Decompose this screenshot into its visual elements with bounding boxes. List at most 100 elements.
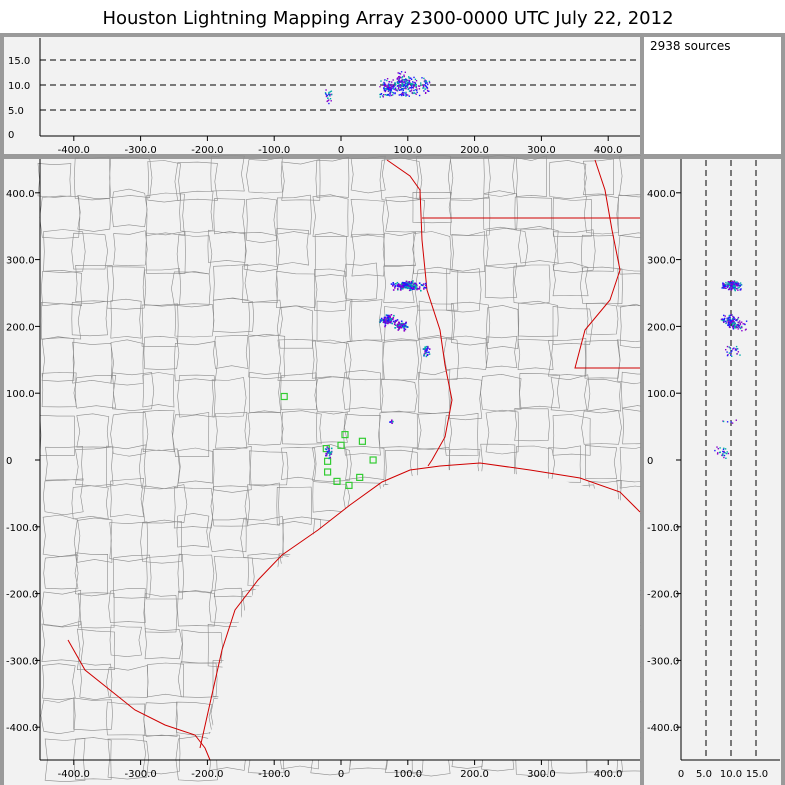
county-outline xyxy=(348,299,383,342)
x-tick-label: 0 xyxy=(338,145,344,156)
source-point xyxy=(735,345,738,348)
source-point xyxy=(394,287,396,289)
source-point xyxy=(733,347,735,349)
source-point xyxy=(383,81,385,84)
county-outline xyxy=(484,262,518,299)
county-outline xyxy=(518,226,559,264)
source-point xyxy=(384,90,386,93)
lma-station-marker xyxy=(369,456,377,464)
source-point xyxy=(386,320,389,322)
county-outline xyxy=(73,737,112,780)
source-point xyxy=(410,287,412,289)
x-tick-label: 400.0 xyxy=(594,145,623,156)
county-outline xyxy=(41,620,84,663)
source-point xyxy=(397,80,400,83)
county-outline xyxy=(449,196,491,236)
source-point xyxy=(424,348,426,350)
source-point xyxy=(408,87,410,90)
source-point xyxy=(386,86,388,88)
county-outline xyxy=(547,445,582,483)
source-point xyxy=(418,286,421,288)
county-outline xyxy=(281,410,322,445)
source-point xyxy=(719,447,721,449)
source-point xyxy=(394,88,396,91)
source-point xyxy=(401,85,403,87)
source-point xyxy=(405,93,407,95)
county-outline xyxy=(243,232,280,273)
y-tick-label: 100.0 xyxy=(6,389,35,400)
source-point xyxy=(425,287,427,289)
source-point xyxy=(384,88,386,90)
source-point xyxy=(328,102,330,105)
source-point xyxy=(393,314,395,317)
source-point xyxy=(726,286,729,289)
source-point xyxy=(410,87,412,89)
source-point xyxy=(389,92,391,94)
source-point xyxy=(326,94,329,97)
county-outline xyxy=(140,520,183,564)
x-tick-label: -300.0 xyxy=(124,145,156,156)
source-point xyxy=(409,289,412,291)
source-point xyxy=(428,351,430,353)
source-point xyxy=(405,80,407,83)
source-point xyxy=(400,87,403,90)
source-point xyxy=(387,83,390,85)
county-outline xyxy=(281,159,321,201)
source-point xyxy=(411,84,413,86)
source-point xyxy=(400,320,403,323)
source-point xyxy=(324,92,327,94)
source-point xyxy=(735,282,738,285)
county-outline xyxy=(71,300,108,337)
source-point xyxy=(736,353,738,355)
county-outline xyxy=(177,374,216,418)
source-point xyxy=(398,322,401,324)
source-point xyxy=(410,282,413,284)
source-point xyxy=(728,323,731,326)
y-tick-label: -300.0 xyxy=(647,656,679,667)
county-outline xyxy=(175,735,218,782)
source-point xyxy=(415,86,417,89)
y-tick-label: 300.0 xyxy=(647,256,676,267)
plan-x-ticks: -400.0 -300.0 -200.0 -100.0 0 100.0 200.0 300.0… xyxy=(58,760,623,780)
source-point xyxy=(399,77,402,79)
source-point xyxy=(733,321,735,323)
source-point xyxy=(731,320,733,323)
county-outline xyxy=(418,300,456,341)
source-point xyxy=(742,323,744,325)
county-outline xyxy=(480,373,522,412)
source-point xyxy=(392,282,394,284)
county-outline xyxy=(42,478,84,516)
source-point xyxy=(730,351,732,353)
top-panel-sources xyxy=(324,71,431,105)
source-point xyxy=(722,285,724,287)
source-point xyxy=(393,283,395,285)
county-outline xyxy=(443,413,479,456)
source-point xyxy=(411,281,414,284)
source-point xyxy=(723,456,725,459)
county-outline xyxy=(276,270,318,309)
y-tick-label: 400.0 xyxy=(647,189,676,200)
source-point xyxy=(384,324,387,326)
source-point xyxy=(728,286,731,288)
source-point xyxy=(428,353,431,355)
source-point xyxy=(726,351,728,353)
y-tick-label: -300.0 xyxy=(6,656,38,667)
source-point xyxy=(383,94,385,96)
county-outline xyxy=(40,697,76,735)
source-point xyxy=(392,86,394,88)
source-point xyxy=(403,74,405,76)
county-outline xyxy=(106,444,147,487)
rio-grande-border xyxy=(67,639,211,761)
source-point xyxy=(425,80,427,82)
source-point xyxy=(392,285,394,287)
source-point xyxy=(413,285,415,288)
source-point xyxy=(722,420,725,423)
county-outline xyxy=(75,264,115,302)
source-point xyxy=(399,93,402,96)
source-point xyxy=(428,90,430,92)
source-point xyxy=(424,284,427,287)
x-tick-label: 300.0 xyxy=(527,769,556,780)
county-outline xyxy=(176,513,210,548)
source-point xyxy=(729,348,732,350)
